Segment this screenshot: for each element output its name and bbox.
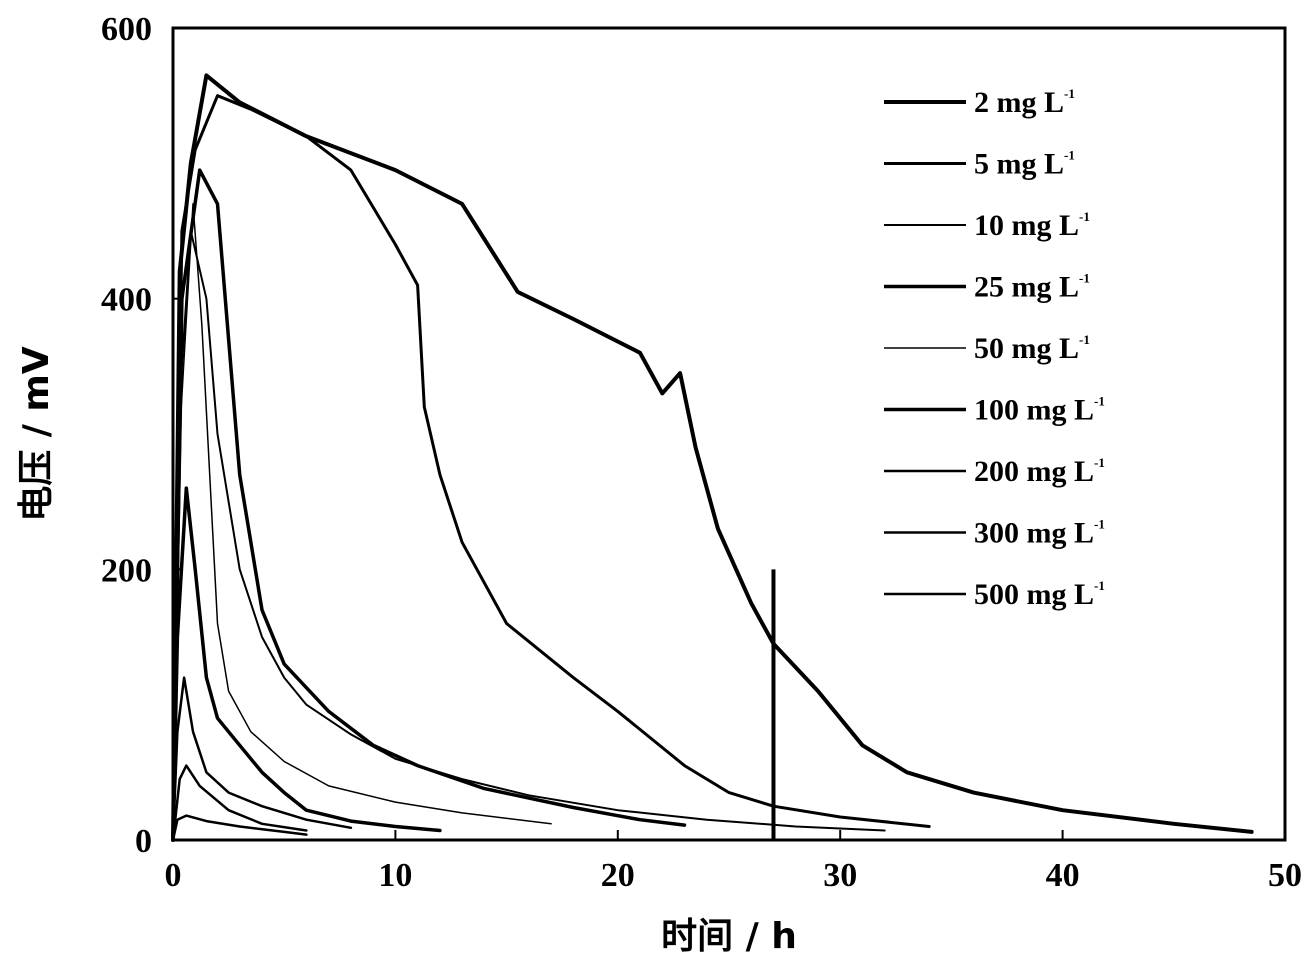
legend-item-2: 10 mg L-1 [884,209,1090,242]
y-tick-label: 600 [101,11,152,48]
legend-item-1: 5 mg L-1 [884,148,1075,181]
y-tick-label: 400 [101,282,152,319]
legend-item-6: 200 mg L-1 [884,455,1105,488]
x-tick-label: 10 [378,857,412,894]
y-tick-label: 0 [135,823,152,860]
axes: 0 10 20 30 40 50 0 200 400 600 [101,11,1302,894]
plot-area-frame [171,26,1287,842]
series-line-0 [171,73,1254,842]
series-line-1 [171,94,931,842]
series-line-3 [171,168,687,842]
legend-item-0: 2 mg L-1 [884,86,1075,119]
series-line-7 [171,764,308,842]
x-tick-label: 0 [165,857,182,894]
legend-item-7: 300 mg L-1 [884,517,1105,550]
legend-label: 500 mg L-1 [974,578,1105,611]
legend-item-3: 25 mg L-1 [884,271,1090,304]
legend-label: 50 mg L-1 [974,332,1090,365]
legend-label: 100 mg L-1 [974,394,1105,427]
legend-label: 300 mg L-1 [974,517,1105,550]
x-tick-label: 40 [1046,857,1080,894]
legend-item-5: 100 mg L-1 [884,394,1105,427]
series-line-5 [171,486,442,842]
legend: 2 mg L-1 5 mg L-1 10 mg L-1 25 mg L-1 50 mg … [884,86,1105,611]
y-tick-label: 200 [101,552,152,589]
legend-label: 25 mg L-1 [974,271,1090,304]
legend-label: 5 mg L-1 [974,148,1075,181]
series-layer [171,73,1254,842]
legend-label: 10 mg L-1 [974,209,1090,242]
series-line-4 [172,203,552,841]
legend-label: 200 mg L-1 [974,455,1105,488]
x-axis-title: 时间 / h [661,916,797,957]
x-tick-label: 30 [823,857,857,894]
legend-label: 2 mg L-1 [974,86,1075,119]
series-line-8 [171,814,308,842]
series-line-6 [171,676,353,842]
legend-item-8: 500 mg L-1 [884,578,1105,611]
x-tick-label: 20 [601,857,635,894]
y-axis-title: 电压 / mV [16,346,57,522]
legend-item-4: 50 mg L-1 [884,332,1090,365]
series-line-2 [172,230,886,841]
x-tick-label: 50 [1268,857,1302,894]
